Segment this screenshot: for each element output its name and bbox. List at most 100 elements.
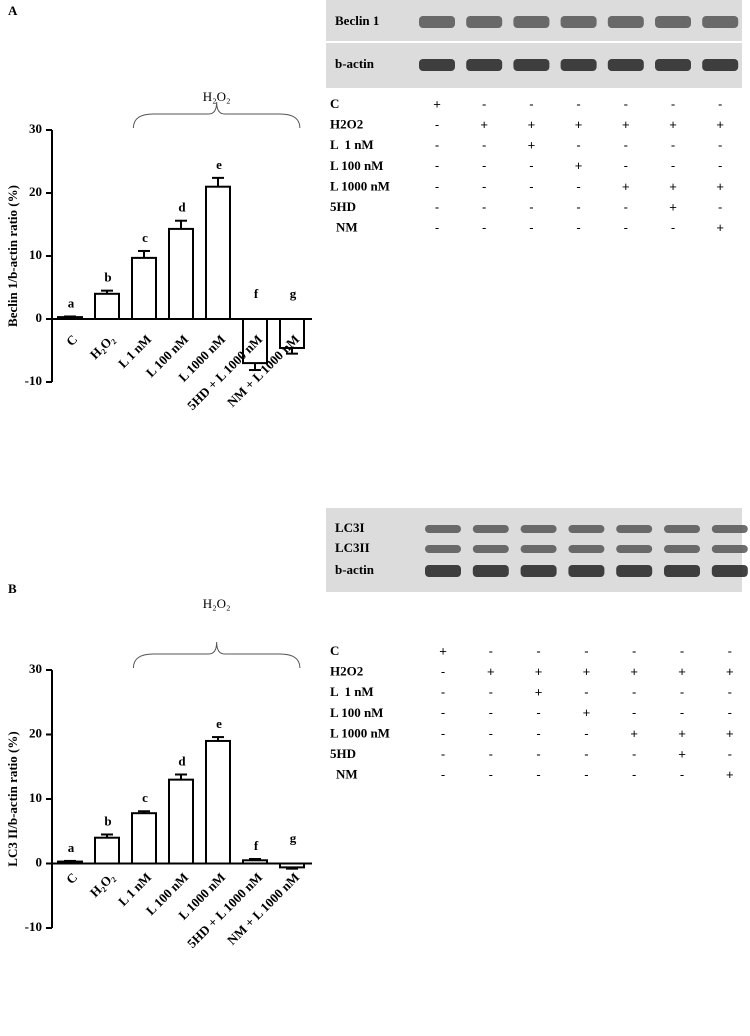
treatment-mark: - bbox=[728, 746, 732, 761]
treatment-mark: - bbox=[435, 199, 439, 214]
band bbox=[419, 16, 455, 28]
treatment-mark: - bbox=[624, 199, 628, 214]
treatment-mark: - bbox=[671, 138, 675, 153]
treatment-mark: - bbox=[482, 179, 486, 194]
treatment-mark: - bbox=[435, 117, 439, 132]
treatment-mark: + bbox=[535, 664, 543, 679]
treatment-mark: + bbox=[583, 705, 591, 720]
x-tick-label: C bbox=[63, 332, 80, 349]
band bbox=[425, 545, 461, 553]
annotation: b bbox=[104, 270, 111, 285]
treatment-label: L 100 nM bbox=[330, 705, 383, 720]
blot-row-label: b-actin bbox=[335, 562, 375, 577]
band bbox=[607, 16, 644, 28]
treatment-mark: - bbox=[584, 643, 588, 658]
treatment-mark: + bbox=[528, 117, 536, 132]
treatment-mark: - bbox=[576, 96, 580, 111]
treatment-mark: - bbox=[435, 179, 439, 194]
bar bbox=[242, 318, 268, 365]
annotation: b bbox=[104, 813, 111, 828]
treatment-label: L 1 nM bbox=[330, 684, 374, 699]
treatment-mark: - bbox=[536, 767, 540, 782]
annotation: f bbox=[254, 286, 259, 301]
treatment-mark: - bbox=[718, 96, 722, 111]
panel-label: A bbox=[8, 3, 18, 18]
treatment-mark: - bbox=[576, 138, 580, 153]
treatment-mark: + bbox=[630, 726, 638, 741]
bracket bbox=[132, 641, 301, 669]
band bbox=[425, 525, 461, 533]
treatment-mark: + bbox=[726, 767, 734, 782]
band bbox=[466, 59, 503, 71]
treatment-mark: - bbox=[584, 767, 588, 782]
bar bbox=[131, 812, 157, 865]
band bbox=[616, 525, 653, 533]
treatment-mark: + bbox=[726, 726, 734, 741]
treatment-mark: - bbox=[671, 158, 675, 173]
treatment-mark: - bbox=[671, 220, 675, 235]
treatment-mark: + bbox=[716, 220, 724, 235]
blot-row-label: b-actin bbox=[335, 56, 375, 71]
blot-row-label: LC3II bbox=[335, 540, 370, 555]
treatment-mark: - bbox=[536, 705, 540, 720]
treatment-mark: - bbox=[718, 158, 722, 173]
treatment-mark: - bbox=[482, 138, 486, 153]
bar bbox=[205, 739, 231, 865]
treatment-mark: - bbox=[584, 746, 588, 761]
annotation: f bbox=[254, 838, 259, 853]
treatment-mark: + bbox=[630, 664, 638, 679]
band bbox=[664, 525, 700, 533]
treatment-label: 5HD bbox=[330, 746, 356, 761]
y-tick-label: 30 bbox=[29, 661, 42, 676]
treatment-mark: + bbox=[678, 726, 686, 741]
band bbox=[655, 59, 691, 71]
treatment-mark: - bbox=[435, 138, 439, 153]
treatment-mark: + bbox=[669, 117, 677, 132]
x-tick-label: H₂O₂ bbox=[87, 870, 117, 900]
band bbox=[568, 525, 605, 533]
band bbox=[616, 545, 653, 553]
bar bbox=[279, 862, 305, 869]
treatment-mark: - bbox=[576, 199, 580, 214]
band bbox=[466, 16, 503, 28]
treatment-mark: - bbox=[489, 746, 493, 761]
treatment-mark: + bbox=[622, 117, 630, 132]
treatment-label: L 1000 nM bbox=[330, 725, 390, 740]
treatment-mark: - bbox=[718, 138, 722, 153]
bar bbox=[94, 292, 120, 320]
treatment-mark: - bbox=[441, 685, 445, 700]
y-tick-label: 0 bbox=[36, 310, 43, 325]
treatment-mark: + bbox=[583, 664, 591, 679]
treatment-mark: - bbox=[728, 685, 732, 700]
y-tick-label: -10 bbox=[25, 373, 42, 388]
band bbox=[711, 525, 748, 533]
treatment-mark: + bbox=[678, 746, 686, 761]
y-tick-label: 30 bbox=[29, 121, 42, 136]
band bbox=[520, 545, 557, 553]
band bbox=[472, 525, 509, 533]
y-tick-label: -10 bbox=[25, 919, 42, 934]
bar bbox=[131, 256, 157, 321]
treatment-mark: + bbox=[575, 117, 583, 132]
treatment-mark: - bbox=[576, 220, 580, 235]
treatment-mark: - bbox=[728, 643, 732, 658]
treatment-mark: - bbox=[441, 746, 445, 761]
bracket-label: H₂O₂ bbox=[203, 89, 231, 104]
treatment-mark: - bbox=[489, 643, 493, 658]
treatment-mark: - bbox=[624, 138, 628, 153]
treatment-mark: - bbox=[624, 158, 628, 173]
y-tick-label: 10 bbox=[29, 247, 42, 262]
treatment-mark: + bbox=[439, 643, 447, 658]
treatment-mark: - bbox=[718, 199, 722, 214]
treatment-label: C bbox=[330, 643, 339, 658]
band bbox=[560, 59, 597, 71]
y-tick-label: 0 bbox=[36, 854, 43, 869]
band bbox=[702, 59, 739, 71]
y-tick-label: 20 bbox=[29, 725, 42, 740]
y-tick-label: 20 bbox=[29, 184, 42, 199]
band bbox=[520, 525, 557, 533]
treatment-mark: + bbox=[669, 199, 677, 214]
annotation: a bbox=[68, 295, 75, 310]
treatment-label: NM bbox=[336, 767, 358, 782]
